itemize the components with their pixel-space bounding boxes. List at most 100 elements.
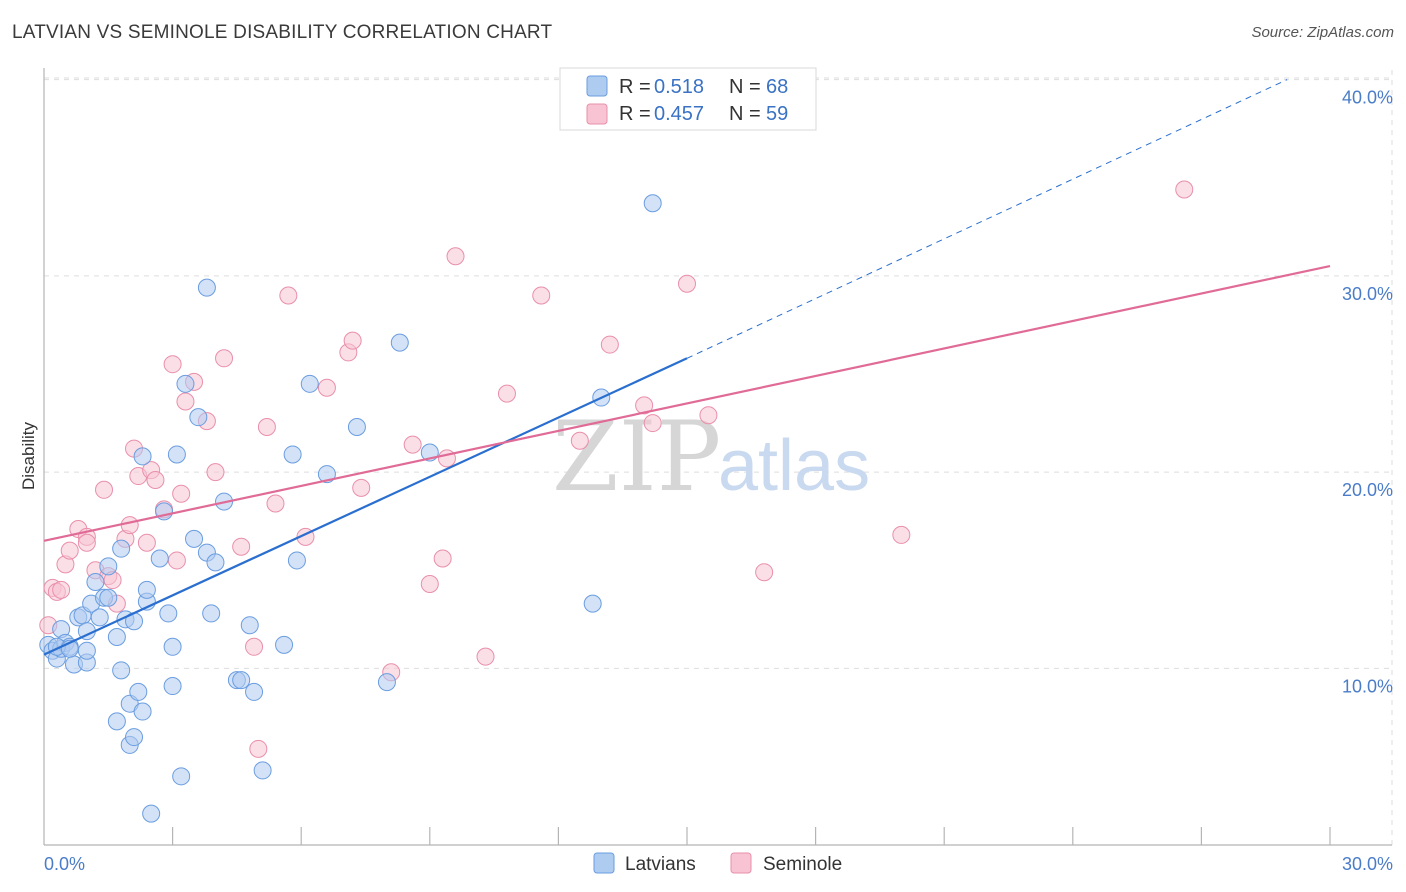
legend-seminole-r: 0.457 — [654, 103, 704, 125]
seminole-point — [433, 549, 452, 568]
seminole-point — [163, 355, 182, 374]
latvians-point — [643, 194, 662, 213]
latvians-point — [107, 627, 126, 646]
y-axis-label: Disability — [19, 421, 38, 490]
seminole-point — [600, 335, 619, 354]
latvians-point — [377, 673, 396, 692]
y-tick-label: 20.0% — [1342, 480, 1393, 500]
latvians-point — [159, 604, 178, 623]
latvians-point — [245, 682, 264, 701]
seminole-point — [172, 484, 191, 503]
latvians-point — [99, 588, 118, 607]
latvians-point — [287, 551, 306, 570]
latvians-point — [133, 447, 152, 466]
axes — [43, 68, 1392, 846]
latvians-point — [163, 677, 182, 696]
seminole-point — [497, 384, 516, 403]
latvians-trendline — [43, 357, 688, 656]
seminole-point — [77, 533, 96, 552]
seminole-point — [257, 417, 276, 436]
seminole-point — [95, 480, 114, 499]
seminole-point — [403, 435, 422, 454]
seminole-point — [120, 516, 139, 535]
source-label: Source: ZipAtlas.com — [1251, 24, 1394, 41]
seminole-point — [146, 470, 165, 489]
seminole-point — [532, 286, 551, 305]
bottom-legend: Latvians Seminole — [593, 852, 842, 875]
seminole-point — [167, 551, 186, 570]
seminole-point — [420, 574, 439, 593]
legend-swatch-latvians — [586, 75, 608, 97]
seminole-point — [249, 739, 268, 758]
chart-title: LATVIAN VS SEMINOLE DISABILITY CORRELATI… — [12, 22, 553, 43]
latvians-point — [300, 374, 319, 393]
watermark-zip: ZIP — [552, 401, 721, 513]
y-tick-labels: 10.0% 20.0% 30.0% 40.0% — [1342, 88, 1393, 697]
watermark: ZIP atlas — [552, 401, 870, 513]
latvians-point — [232, 671, 251, 690]
legend-latvians-n: 68 — [766, 76, 788, 98]
latvians-point — [133, 702, 152, 721]
seminole-point — [317, 378, 336, 397]
latvians-point — [176, 374, 195, 393]
latvians-point — [390, 333, 409, 352]
latvians-point — [202, 604, 221, 623]
seminole-point — [60, 541, 79, 560]
trendlines — [43, 79, 1331, 656]
bottom-legend-latvians: Latvians — [625, 854, 696, 875]
seminole-point — [176, 392, 195, 411]
latvians-point — [197, 278, 216, 297]
seminole-point — [137, 533, 156, 552]
legend-latvians-r: 0.518 — [654, 76, 704, 98]
seminole-point — [755, 563, 774, 582]
latvians-point — [189, 408, 208, 427]
latvians-point — [283, 445, 302, 464]
y-tick-label: 30.0% — [1342, 284, 1393, 304]
y-tick-label: 10.0% — [1342, 676, 1393, 696]
latvians-point — [275, 635, 294, 654]
seminole-point — [1175, 180, 1194, 199]
latvians-point — [137, 580, 156, 599]
seminole-point — [635, 396, 654, 415]
seminole-point — [643, 414, 662, 433]
x-tick-label-start: 0.0% — [44, 854, 85, 874]
latvians-point — [163, 637, 182, 656]
seminole-point — [245, 637, 264, 656]
latvians-point — [347, 417, 366, 436]
latvians-point — [253, 761, 272, 780]
seminole-point — [232, 537, 251, 556]
seminole-point — [352, 478, 371, 497]
latvians-point — [172, 767, 191, 786]
latvians-point — [185, 529, 204, 548]
x-tick-label-end: 30.0% — [1342, 854, 1393, 874]
seminole-trendline — [43, 264, 1331, 542]
legend-r-label: R = — [619, 76, 651, 98]
latvians-point — [129, 682, 148, 701]
latvians-point — [112, 539, 131, 558]
legend-r-label: R = — [619, 103, 651, 125]
latvians-point — [77, 641, 96, 660]
latvians-point — [240, 616, 259, 635]
latvians-point — [107, 712, 126, 731]
bottom-legend-seminole: Seminole — [763, 854, 842, 875]
latvians-point — [112, 661, 131, 680]
seminole-point — [343, 331, 362, 350]
latvians-point — [206, 553, 225, 572]
seminole-point — [206, 463, 225, 482]
latvians-point — [142, 804, 161, 823]
latvians-point — [583, 594, 602, 613]
seminole-point — [446, 247, 465, 266]
seminole-point — [678, 274, 696, 293]
latvians-point — [167, 445, 186, 464]
seminole-point — [570, 431, 589, 450]
watermark-atlas: atlas — [718, 426, 870, 506]
seminole-point — [476, 647, 495, 666]
top-legend: R = 0.518 N = 68 R = 0.457 N = 59 — [559, 67, 817, 131]
seminole-point — [699, 406, 718, 425]
seminole-point — [279, 286, 298, 305]
latvians-point — [125, 728, 144, 747]
latvians-point — [86, 573, 105, 592]
bottom-legend-swatch-latvians — [593, 852, 615, 874]
bottom-legend-swatch-seminole — [730, 852, 752, 874]
